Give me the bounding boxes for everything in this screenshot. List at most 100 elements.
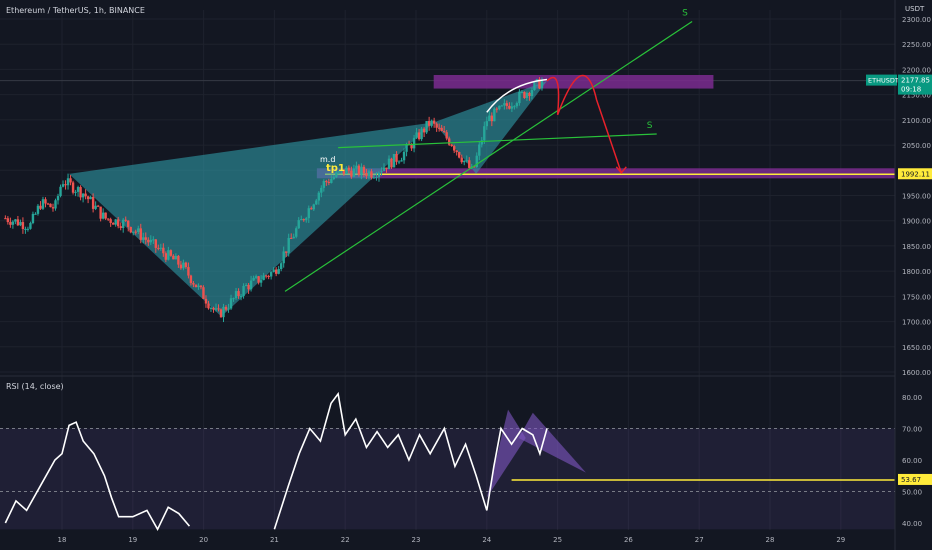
candle-body <box>149 239 152 243</box>
candle-body <box>332 177 336 179</box>
candle-body <box>525 92 529 98</box>
candle-body <box>455 150 458 153</box>
candle-body <box>465 160 468 162</box>
candle-body <box>530 90 534 97</box>
symbol-badge <box>866 74 897 86</box>
candle-body <box>360 166 363 175</box>
candle-body <box>335 172 338 178</box>
candle-body <box>127 220 130 227</box>
candle-body <box>54 200 57 209</box>
candle-body <box>189 275 193 284</box>
candle-body <box>327 181 331 183</box>
s-label-upper: S <box>682 9 688 19</box>
candle-body <box>510 106 514 109</box>
rsi-band <box>0 428 895 530</box>
time-tick: 20 <box>199 536 208 544</box>
candle-body <box>460 157 463 163</box>
s-label-lower: S <box>647 121 653 131</box>
rsi-tick: 80.00 <box>902 394 922 402</box>
candle-body <box>81 193 85 198</box>
candle-body <box>111 222 115 225</box>
candle-body <box>242 285 245 297</box>
candle-body <box>222 306 225 318</box>
candle-body <box>385 167 388 170</box>
rsi-tick: 60.00 <box>902 457 922 465</box>
candle-body <box>282 251 285 264</box>
candle-body <box>442 131 446 133</box>
candle-body <box>219 309 223 318</box>
candle-body <box>214 308 218 310</box>
candle-body <box>295 228 298 237</box>
candle-body <box>500 105 504 107</box>
candle-body <box>322 181 326 188</box>
price-tick: 1850.00 <box>902 243 931 251</box>
candle-body <box>267 276 270 278</box>
candle-body <box>96 205 100 207</box>
candle-body <box>495 108 499 110</box>
candle-body <box>315 200 318 205</box>
last-price-badge <box>898 74 932 95</box>
candle-body <box>227 308 230 310</box>
candle-body <box>137 228 140 233</box>
rsi-panel <box>0 391 895 532</box>
candle-body <box>405 144 408 152</box>
candle-body <box>300 219 303 221</box>
currency-label: USDT <box>905 5 925 13</box>
candle-body <box>84 193 87 197</box>
candle-body <box>425 121 428 133</box>
candle-body <box>387 158 391 170</box>
candle-body <box>106 218 110 220</box>
candle-body <box>290 237 293 239</box>
candle-body <box>400 160 403 162</box>
candle-body <box>505 103 509 106</box>
candle-body <box>382 167 386 171</box>
price-tick: 1600.00 <box>902 369 931 377</box>
candle-body <box>204 298 208 304</box>
candle-body <box>392 153 396 168</box>
tp1-label: tp1 <box>326 163 345 174</box>
candle-body <box>503 103 506 106</box>
candle-body <box>352 168 356 177</box>
candle-body <box>523 91 526 98</box>
candle-body <box>79 187 82 198</box>
last-price-text: 2177.85 <box>901 77 930 85</box>
rsi-tick: 50.00 <box>902 489 922 497</box>
candle-body <box>357 165 361 175</box>
candle-body <box>169 250 173 256</box>
candle-body <box>292 236 295 239</box>
forecast-arrowhead <box>615 166 627 174</box>
candle-body <box>134 231 137 233</box>
candle-body <box>224 306 228 310</box>
candle-body <box>209 307 213 309</box>
rsi-line-segment-1 <box>4 421 191 532</box>
time-tick: 18 <box>58 536 67 544</box>
candle-body <box>317 192 320 201</box>
candle-body <box>377 172 381 177</box>
candle-body <box>144 237 147 240</box>
rsi-tick: 70.00 <box>902 426 922 434</box>
candle-body <box>285 251 288 253</box>
candle-body <box>478 144 481 156</box>
candle-body <box>239 296 243 298</box>
candle-body <box>520 91 524 93</box>
candle-body <box>437 127 441 129</box>
candle-body <box>277 269 280 274</box>
time-tick: 21 <box>270 536 279 544</box>
axes: USDT2300.002250.002200.002150.002100.002… <box>58 0 932 550</box>
candle-body <box>6 218 10 223</box>
candle-body <box>307 208 310 219</box>
candle-body <box>61 184 65 187</box>
price-tick: 1700.00 <box>902 319 931 327</box>
candle-body <box>397 161 401 163</box>
candle-body <box>212 307 215 310</box>
price-tick: 2050.00 <box>902 142 931 150</box>
rsi-level-badge <box>898 473 932 485</box>
candle-body <box>380 170 383 173</box>
candle-body <box>435 123 438 128</box>
candle-body <box>320 187 323 193</box>
candle-body <box>147 239 150 243</box>
price-tick: 1650.00 <box>902 344 931 352</box>
candle-body <box>44 199 47 204</box>
candle-body <box>36 205 40 214</box>
